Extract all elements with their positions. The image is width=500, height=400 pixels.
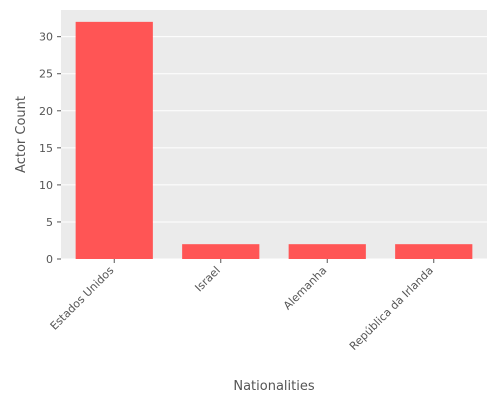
- bar-3: [395, 244, 473, 259]
- y-tick-label-4: 20: [39, 105, 53, 118]
- y-tick-label-1: 5: [46, 216, 53, 229]
- x-tick-label-1: Israel: [192, 264, 222, 294]
- y-tick-label-6: 30: [39, 31, 53, 44]
- y-tick-label-2: 10: [39, 179, 53, 192]
- x-tick-label-3: República da Irlanda: [347, 264, 436, 353]
- y-axis-title: Actor Count: [14, 96, 29, 173]
- bar-2: [288, 244, 366, 259]
- x-axis-title: Nationalities: [233, 379, 314, 394]
- y-tick-label-3: 15: [39, 142, 53, 155]
- bar-0: [75, 21, 153, 259]
- bar-1: [182, 244, 260, 259]
- bars: [75, 21, 473, 259]
- y-tick-label-5: 25: [39, 68, 53, 81]
- y-tick-label-0: 0: [46, 253, 53, 266]
- x-tick-label-0: Estados Unidos: [48, 264, 117, 333]
- x-ticks: Estados Unidos Israel Alemanha República da…: [48, 259, 436, 353]
- x-tick-label-2: Alemanha: [281, 264, 329, 312]
- y-ticks: 0 5 10 15 20 25 30: [39, 31, 61, 266]
